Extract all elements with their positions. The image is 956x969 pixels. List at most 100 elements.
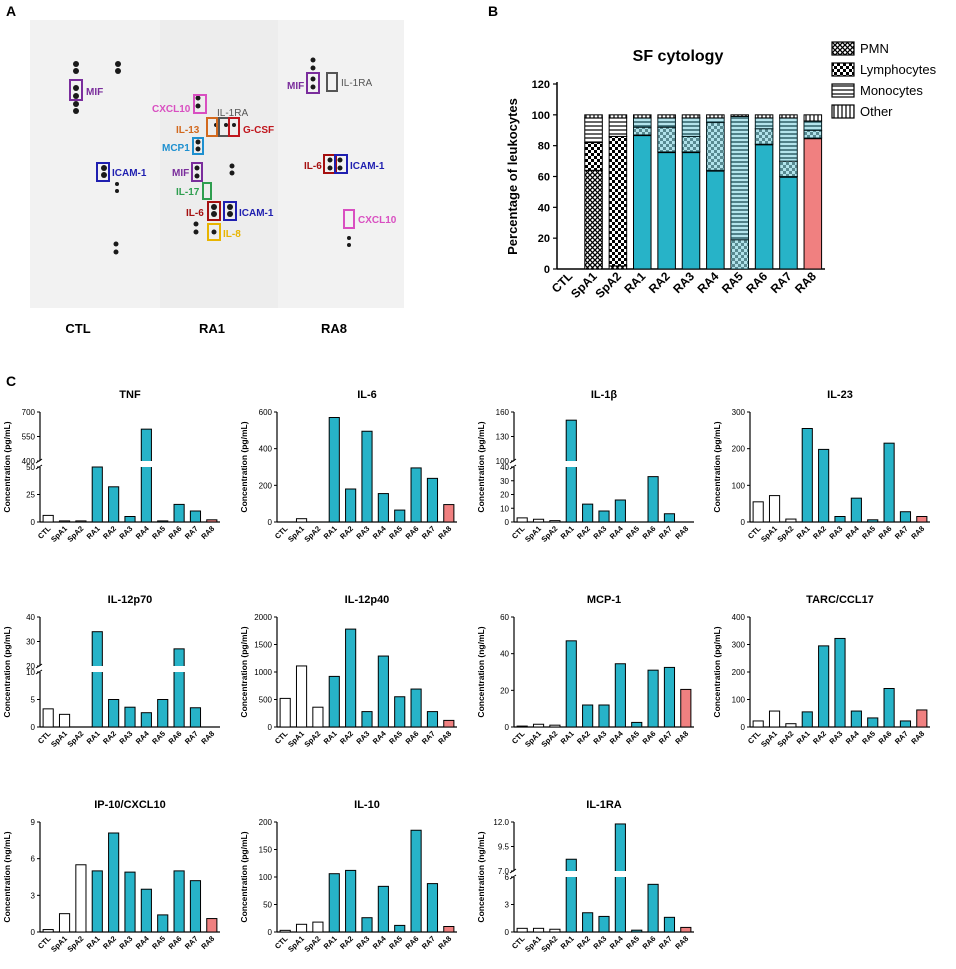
y-tick-label: 1000 (254, 668, 272, 677)
x-tick-label: SpA1 (49, 729, 69, 749)
bar-segment-pmn (779, 176, 798, 270)
ra1-il13-label: IL-13 (176, 125, 200, 136)
bar-segment-pmn (633, 134, 652, 270)
y-tick-label: 20 (500, 686, 509, 695)
bar (91, 466, 103, 523)
bar-segment-lymphocytes (584, 142, 603, 171)
membrane-ra8 (278, 20, 404, 308)
x-tick-label: RA8 (436, 729, 453, 746)
y-tick-label: 40 (500, 650, 509, 659)
bar-segment-other (657, 114, 676, 119)
x-tick-label: RA5 (150, 729, 167, 746)
y-axis-label: Concentration (pg/mL) (712, 626, 722, 717)
y-tick-label: 1500 (254, 641, 272, 650)
y-tick-label: 0 (544, 264, 550, 276)
x-tick-label: RA6 (641, 524, 658, 541)
bar (58, 520, 71, 523)
bar (345, 869, 357, 933)
bar (124, 516, 136, 523)
x-tick-label: RA6 (641, 934, 658, 951)
panel-b-sf-cytology-chart: SF cytology Percentage of leukocytes 0 20 40… (505, 41, 937, 301)
ra8-cxcl10-label: CXCL10 (358, 215, 397, 226)
bar (42, 929, 54, 933)
bar (582, 912, 594, 933)
chart-title: TARC/CCL17 (806, 594, 874, 606)
x-tick-label: RA6 (404, 729, 421, 746)
y-tick-label: 300 (732, 408, 746, 417)
bar (157, 699, 169, 728)
bar-segment-tint (682, 117, 700, 137)
y-tick-label: 5 (31, 696, 36, 705)
ra1-il17-label: IL-17 (176, 187, 200, 198)
bar (443, 504, 455, 523)
y-tick-label: 100 (732, 481, 746, 490)
x-tick-label: RA2 (811, 524, 828, 541)
bar (532, 927, 545, 933)
chart-title: MCP-1 (587, 594, 621, 606)
x-tick-label: RA3 (591, 524, 608, 541)
spot (195, 146, 201, 152)
x-tick-label: RA1 (322, 934, 339, 951)
x-tick-label: RA1 (559, 729, 576, 746)
x-tick-label: RA3 (827, 524, 844, 541)
bar (834, 637, 846, 728)
x-tick-label: RA7 (657, 934, 674, 951)
x-tick-label: RA1 (85, 934, 102, 951)
spot (195, 139, 201, 145)
bar (295, 665, 308, 728)
bar (173, 503, 185, 523)
bar-segment-lymphocytes (608, 135, 628, 267)
panel-label-a: A (6, 3, 16, 19)
bar (91, 631, 103, 728)
chart-title: IL-1β (591, 389, 618, 401)
y-tick-label: 550 (22, 433, 36, 442)
bar-break (614, 871, 627, 877)
bar (295, 518, 308, 523)
bar (549, 928, 561, 933)
spot (195, 95, 201, 101)
spot (347, 243, 351, 247)
spot (224, 123, 228, 127)
ra1-il6-label: IL-6 (186, 208, 204, 219)
y-axis-label: Percentage of leukocytes (505, 98, 520, 255)
bar-segment-tint (804, 121, 822, 131)
y-axis-label: Concentration (pg/mL) (476, 421, 486, 512)
x-tick-label: RA4 (134, 728, 152, 746)
bar (565, 640, 577, 728)
legend-swatch (831, 41, 855, 56)
bar (680, 688, 692, 728)
y-tick-label: 100 (496, 457, 510, 466)
bar-segment-pmn (657, 151, 676, 270)
y-tick-label: 200 (259, 818, 273, 827)
bar-segment-monocytes (608, 117, 628, 137)
y-tick-label: 0 (268, 928, 273, 937)
bar (140, 428, 152, 523)
spot (195, 103, 201, 109)
bar (394, 696, 406, 728)
bar (768, 710, 781, 728)
x-tick-label: RA8 (673, 934, 690, 951)
x-tick-label: RA7 (183, 934, 200, 951)
bar (58, 913, 71, 933)
ctl-icam1-label: ICAM-1 (112, 168, 147, 179)
y-tick-label: 2000 (254, 613, 272, 622)
y-tick-label: 80 (538, 141, 550, 153)
x-tick-label: RA5 (387, 729, 404, 746)
chart-title: IL-23 (827, 389, 853, 401)
y-tick-label: 6 (31, 855, 36, 864)
cytokine-chart-tarc-ccl17: TARC/CCL17 Concentration (pg/mL) 0 100 200 30… (712, 594, 930, 749)
y-tick-label: 0 (741, 518, 746, 527)
bar (361, 711, 373, 728)
ra8-il6-label: IL-6 (304, 161, 322, 172)
y-tick-label: 40 (538, 202, 550, 214)
spot (73, 101, 79, 107)
bar-segment-pattern (754, 128, 774, 145)
bar (75, 520, 87, 523)
y-tick-label: 120 (532, 79, 550, 91)
y-tick-label: 30 (26, 638, 35, 647)
y-tick-label: 3 (31, 891, 36, 900)
x-tick-label: RA1 (622, 269, 649, 296)
x-tick-label: RA8 (199, 729, 216, 746)
x-tick-label: SpA2 (539, 934, 559, 954)
bar-break (173, 666, 186, 672)
